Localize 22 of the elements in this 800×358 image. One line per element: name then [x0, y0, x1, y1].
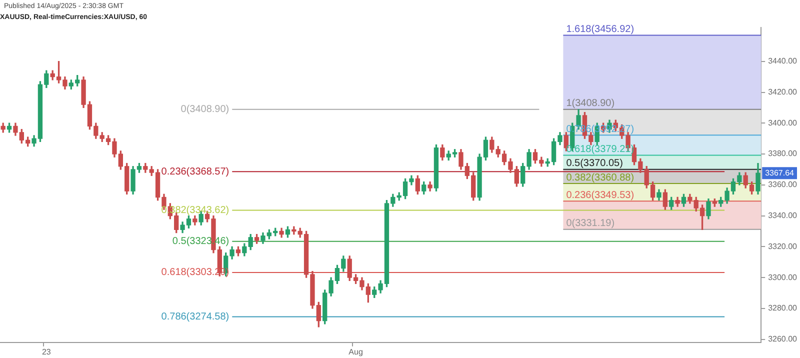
- y-tick-label: 3260.00: [768, 334, 798, 344]
- y-tick-label: 3380.00: [768, 149, 798, 158]
- y-tick-label: 3300.00: [768, 272, 798, 282]
- y-tick-label: 3440.00: [768, 56, 798, 66]
- y-tick-label: 3400.00: [768, 118, 798, 128]
- y-tick-label: 3340.00: [768, 210, 798, 220]
- ref-line-label: 0.236(3368.57): [161, 166, 230, 178]
- x-tick-label: Aug: [348, 347, 363, 356]
- ref-line-label: 0.786(3274.58): [161, 312, 230, 323]
- ref-line-label: 0(3331.19): [566, 218, 615, 230]
- ref-line-label: 0.236(3349.53): [566, 190, 634, 201]
- y-tick-label: 3420.00: [768, 87, 798, 96]
- ref-line-label: 0(3408.90): [180, 104, 230, 116]
- x-tick-label: 23: [42, 347, 52, 356]
- y-tick-label: 3320.00: [768, 242, 798, 251]
- ref-line-label: 0.382(3360.88): [566, 172, 634, 184]
- ref-line-label: 0.5(3370.05): [566, 158, 623, 170]
- ref-line-label: 1.618(3456.92): [566, 24, 634, 35]
- annotation: 3367.64: [765, 168, 795, 178]
- y-tick-label: 3360.00: [768, 180, 798, 190]
- y-tick-label: 3280.00: [768, 304, 798, 313]
- ref-line-label: 1(3408.90): [566, 98, 615, 110]
